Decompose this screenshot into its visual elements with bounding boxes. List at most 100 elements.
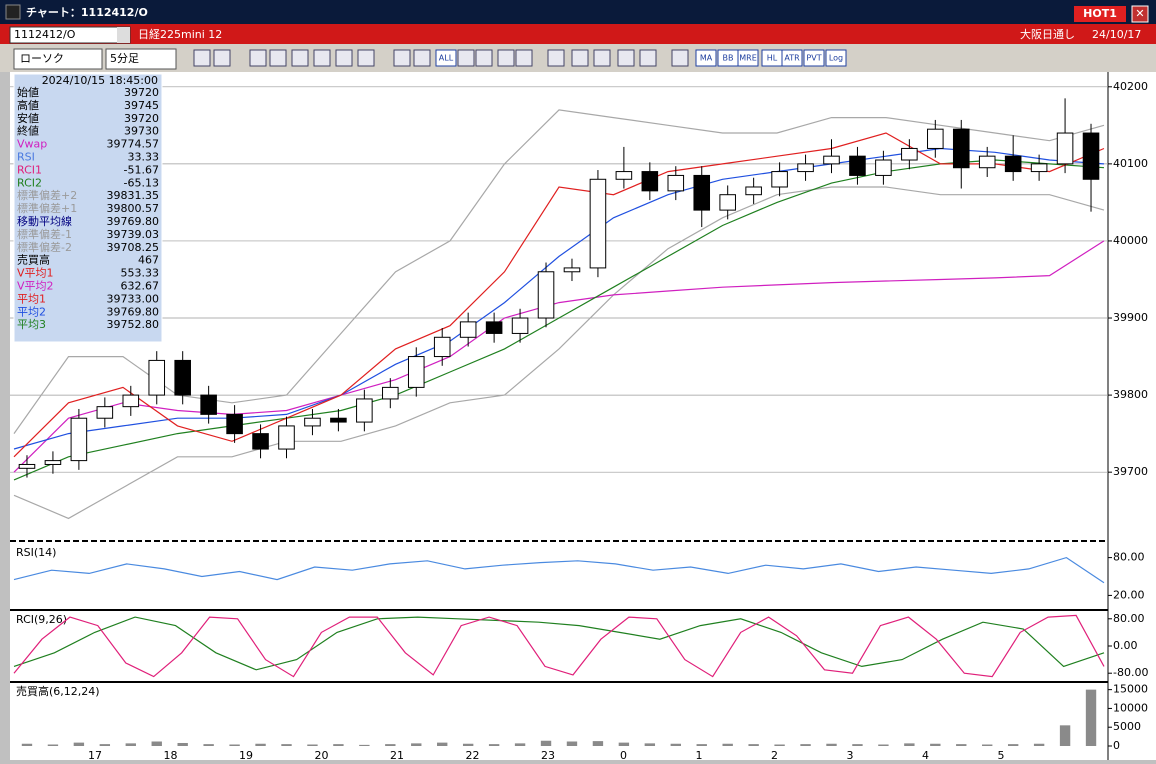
candle-body [641,171,659,192]
info-value: 39733.00 [107,292,160,305]
style-select[interactable] [13,48,103,70]
tool-icon[interactable] [269,49,287,67]
x-tick-label: 0 [620,749,627,760]
info-value: 467 [138,254,159,267]
candle-body [1082,132,1100,180]
tool-icon-label[interactable]: PVT [806,54,821,63]
candle-body [745,186,762,196]
candle-body [537,271,555,319]
close-x[interactable]: ✕ [1135,7,1144,20]
tool-icon[interactable] [213,49,231,67]
date: 24/10/17 [1092,28,1141,41]
hot-label[interactable]: HOT1 [1083,7,1117,20]
interval[interactable]: 5分足 [110,52,139,65]
tool-icon[interactable] [335,49,353,67]
tool-icon[interactable] [671,49,689,67]
x-tick-label: 18 [164,749,178,760]
volume-bar [670,743,681,746]
tool-icon-label[interactable]: BB [723,54,734,63]
tool-icon[interactable] [249,49,267,67]
x-tick-label: 21 [390,749,404,760]
tool-icon-label[interactable]: ATR [784,54,800,63]
symbol[interactable]: 1112412/O [14,28,76,41]
tool-icon[interactable] [547,49,565,67]
tool-icon[interactable] [617,49,635,67]
volume-bar [852,744,863,746]
info-label: V平均2 [17,280,54,293]
volume-bar [1033,743,1045,746]
dropdown[interactable] [117,27,130,43]
x-tick-label: 1 [696,749,703,760]
candle-body [485,321,503,334]
tool-icon[interactable] [515,49,533,67]
volume-bar [904,743,915,746]
indicator-line [13,240,1105,473]
info-label: RCI2 [17,176,42,189]
volume-bar [281,744,292,746]
info-value: 39752.80 [107,318,160,331]
tool-icon[interactable] [313,49,331,67]
x-tick-label: 3 [847,749,854,760]
tool-icon[interactable] [803,49,825,67]
chart-style[interactable]: ローソク [20,52,64,65]
candle-body [200,394,217,415]
tool-icon[interactable] [695,49,717,67]
tool-icon-label[interactable]: Log [829,54,843,63]
candle-body [433,336,451,358]
tool-icon[interactable] [357,49,375,67]
candle-body [1056,132,1074,165]
y-tick-label: 80.00 [1113,612,1145,625]
tool-icon[interactable] [475,49,493,67]
volume-bar [800,744,811,746]
tool-icon-label[interactable]: MA [700,54,713,63]
tool-icon-label[interactable]: MRE [739,54,757,63]
tool-icon[interactable] [737,49,759,67]
volume-bar [930,743,941,746]
info-label: 移動平均線 [17,214,72,228]
tool-icon[interactable] [825,49,847,67]
info-box [13,73,163,343]
candle-body [1004,155,1022,173]
volume-bar [99,744,111,746]
candle-body [823,155,840,165]
tool-icon-label[interactable]: HL [767,54,778,63]
tool-icon[interactable] [393,49,411,67]
candle-body [952,128,970,169]
tool-icon[interactable] [193,49,211,67]
candle-body [459,321,477,338]
indicator-line [13,614,1105,678]
close-button[interactable] [1131,5,1149,23]
candle-body [122,394,140,408]
info-datetime: 2024/10/15 18:45:00 [42,74,158,87]
tool-icon[interactable] [413,49,431,67]
x-tick-label: 19 [239,749,253,760]
info-label: 標準偏差-1 [17,227,72,241]
volume-bar [1007,744,1019,746]
tool-icon[interactable] [291,49,309,67]
tool-icon[interactable] [593,49,611,67]
tool-icon[interactable] [571,49,589,67]
hot-button[interactable] [1074,6,1126,22]
info-label: 安値 [17,111,39,125]
y-tick-label: 5000 [1113,720,1141,733]
candle-body [382,386,399,400]
tool-icon[interactable] [639,49,657,67]
tool-icon[interactable] [435,49,457,67]
interval-select[interactable] [105,48,177,70]
volume-bar [540,740,552,746]
info-value: 39769.80 [107,215,160,228]
candle-body [148,359,166,396]
tool-icon-label[interactable]: ALL [439,54,454,63]
indicator-line [13,556,1105,584]
info-value: 39739.03 [107,228,160,241]
tool-icon[interactable] [457,49,475,67]
tool-icon[interactable] [497,49,515,67]
window-title: チャート：1112412/O [26,6,148,19]
tool-icon[interactable] [781,49,803,67]
candle-body [252,433,269,450]
candle-body [330,417,347,423]
candle-body [511,317,529,334]
info-label: 始値 [17,85,39,99]
x-tick-label: 17 [88,749,102,760]
